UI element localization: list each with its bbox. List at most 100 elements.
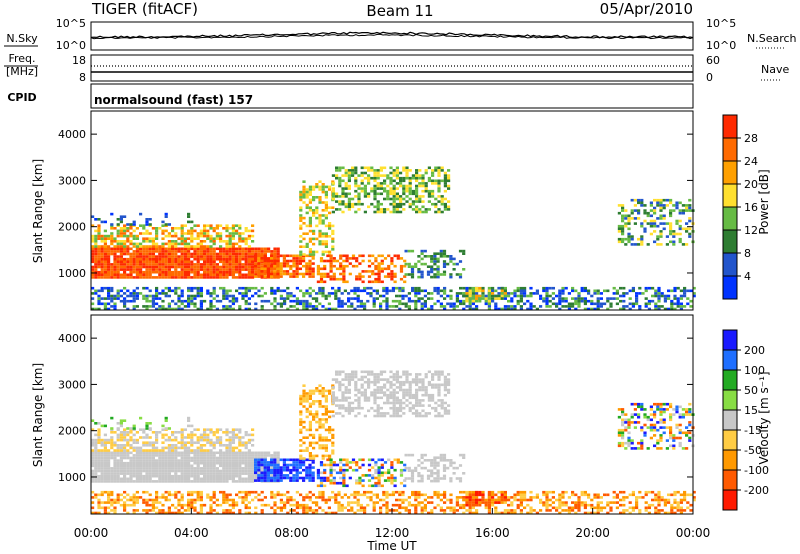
velocity-cell xyxy=(295,474,299,477)
power-cell xyxy=(135,242,139,246)
power-cell xyxy=(180,247,184,251)
power-cell xyxy=(408,187,412,190)
power-cell xyxy=(308,294,312,298)
velocity-cell xyxy=(199,472,203,475)
power-cell xyxy=(251,255,255,258)
velocity-cell xyxy=(348,461,352,464)
velocity-cell xyxy=(360,375,364,379)
velocity-cell xyxy=(107,459,111,462)
power-cell xyxy=(286,297,290,300)
power-cell xyxy=(431,202,435,206)
power-cell xyxy=(263,267,267,271)
power-cell xyxy=(392,184,396,188)
power-cell xyxy=(414,294,418,298)
power-cell xyxy=(355,259,359,263)
velocity-cell xyxy=(238,472,242,475)
velocity-cell xyxy=(433,477,437,480)
power-cell xyxy=(187,260,191,264)
power-cell xyxy=(351,202,355,206)
velocity-cell xyxy=(139,474,143,478)
power-cell xyxy=(215,299,219,303)
velocity-cell xyxy=(183,464,187,468)
power-cell xyxy=(119,255,123,258)
power-cell xyxy=(341,174,345,177)
velocity-cell xyxy=(305,397,309,400)
power-cell xyxy=(107,297,111,300)
power-cell xyxy=(167,257,171,261)
velocity-cell xyxy=(373,409,377,413)
power-cell xyxy=(414,299,418,303)
velocity-cell xyxy=(100,501,104,504)
power-cell xyxy=(662,198,666,202)
power-cell xyxy=(171,255,175,258)
velocity-cell xyxy=(254,458,258,462)
velocity-cell xyxy=(180,451,184,455)
power-cell xyxy=(94,263,98,266)
power-cell xyxy=(398,307,402,311)
velocity-cell xyxy=(439,453,443,457)
power-cell xyxy=(665,198,669,202)
velocity-cell xyxy=(107,490,111,494)
power-cell xyxy=(251,260,255,264)
velocity-cell xyxy=(116,472,120,475)
power-cell xyxy=(356,299,360,303)
power-cell xyxy=(167,289,171,293)
power-cell xyxy=(376,205,380,209)
velocity-cell xyxy=(276,468,280,472)
velocity-cell xyxy=(110,454,114,457)
power-cell xyxy=(427,189,431,193)
velocity-cell xyxy=(426,459,431,462)
power-cell xyxy=(385,286,389,290)
velocity-cell xyxy=(443,383,447,387)
power-cell xyxy=(318,232,322,235)
velocity-cell xyxy=(299,394,303,398)
power-cell xyxy=(617,230,621,233)
power-cell xyxy=(295,307,299,311)
velocity-cell xyxy=(142,474,146,478)
power-cell xyxy=(321,294,325,298)
power-cell xyxy=(212,268,216,271)
power-cell xyxy=(324,193,328,196)
power-cell xyxy=(430,297,434,300)
power-cell xyxy=(206,307,210,311)
power-cell xyxy=(487,307,491,311)
power-cell xyxy=(606,289,610,293)
velocity-cell xyxy=(342,481,346,485)
power-cell xyxy=(283,289,287,293)
power-cell xyxy=(583,297,587,300)
velocity-cell xyxy=(139,451,143,455)
power-cell xyxy=(167,232,171,235)
velocity-cell xyxy=(299,444,303,447)
power-cell xyxy=(273,267,277,271)
power-cell xyxy=(94,273,98,277)
velocity-cell xyxy=(347,378,351,381)
velocity-cell xyxy=(100,438,104,442)
velocity-cell xyxy=(254,454,258,457)
velocity-cell xyxy=(171,477,175,481)
velocity-cell xyxy=(142,469,146,473)
velocity-cell xyxy=(376,378,380,381)
power-cell xyxy=(617,204,621,207)
power-cell xyxy=(653,240,657,244)
velocity-cell xyxy=(308,471,312,475)
velocity-cell xyxy=(308,413,312,416)
power-cell xyxy=(347,187,351,190)
power-cell xyxy=(251,286,255,290)
power-cell xyxy=(373,205,377,209)
velocity-cell xyxy=(190,433,194,437)
power-cell xyxy=(686,297,690,300)
velocity-cell xyxy=(339,466,343,469)
power-cell xyxy=(462,294,466,298)
velocity-cell xyxy=(332,468,336,472)
velocity-cell xyxy=(345,458,349,462)
power-cell xyxy=(235,270,239,274)
power-cell xyxy=(129,294,133,298)
velocity-cell xyxy=(389,383,393,387)
velocity-cell xyxy=(100,444,104,447)
power-cell xyxy=(151,270,155,274)
power-cell xyxy=(440,200,444,203)
power-cell xyxy=(145,220,149,224)
velocity-cell xyxy=(449,477,453,480)
power-cell xyxy=(434,182,438,185)
power-cell xyxy=(338,182,342,185)
